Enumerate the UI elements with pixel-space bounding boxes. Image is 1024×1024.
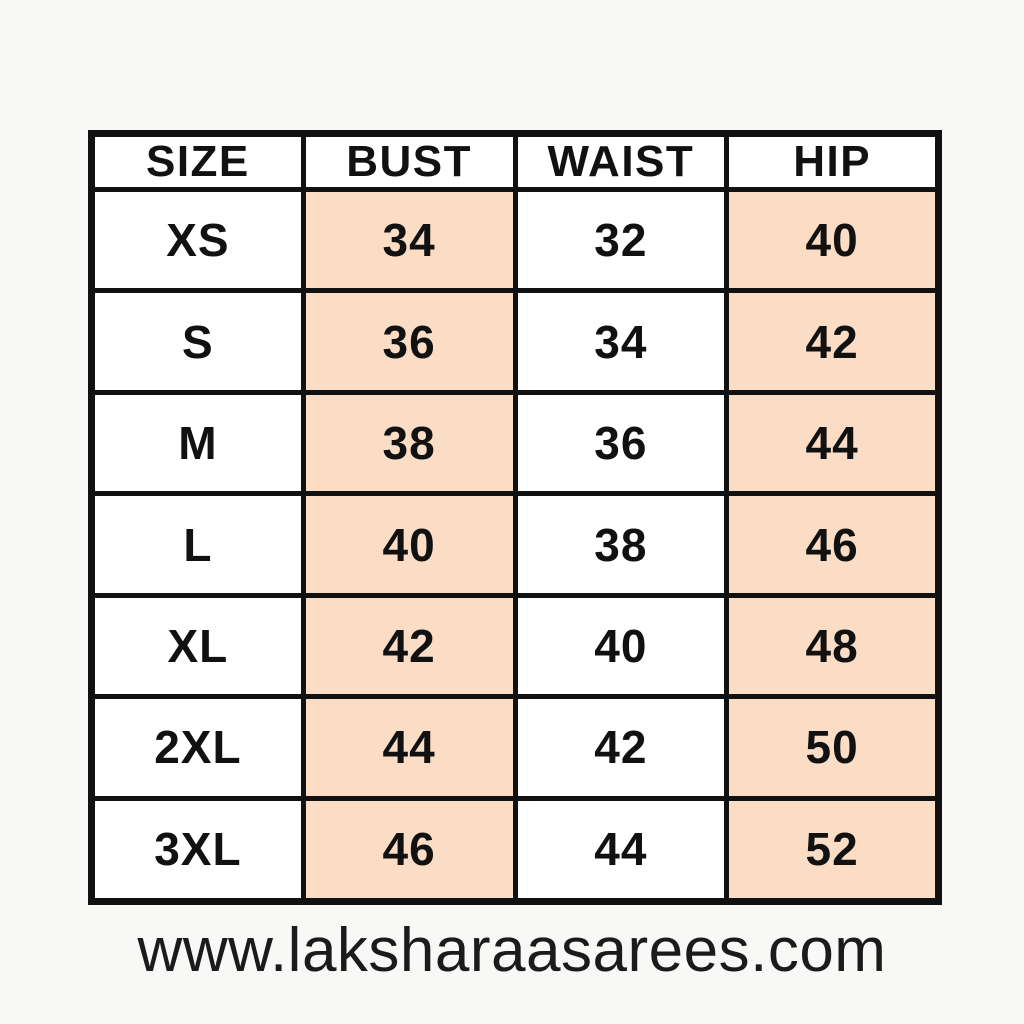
bust-cell: 38 (300, 389, 518, 497)
bust-cell: 34 (300, 186, 518, 294)
waist-cell: 36 (512, 389, 730, 497)
table-row-xl: XL 42 40 48 (89, 592, 941, 700)
bust-cell: 36 (300, 288, 518, 395)
hip-cell: 52 (724, 795, 941, 905)
bust-cell: 40 (300, 491, 518, 598)
size-cell: M (89, 389, 306, 497)
size-cell: S (89, 288, 306, 395)
col-header-size: SIZE (89, 131, 306, 192)
size-chart: SIZE BUST WAIST HIP XS 34 32 40 S 36 34 … (88, 130, 942, 905)
table-row-2xl: 2XL 44 42 50 (89, 694, 941, 801)
table-row-xs: XS 34 32 40 (89, 186, 941, 294)
website-url: www.laksharaasarees.com (137, 916, 887, 985)
size-cell: 3XL (89, 795, 306, 905)
waist-cell: 38 (512, 491, 730, 598)
table-row-3xl: 3XL 46 44 52 (89, 795, 941, 905)
waist-cell: 34 (512, 288, 730, 395)
hip-cell: 48 (724, 592, 941, 700)
waist-cell: 42 (512, 694, 730, 801)
table-row-m: M 38 36 44 (89, 389, 941, 497)
size-cell: XS (89, 186, 306, 294)
waist-cell: 40 (512, 592, 730, 700)
header-row: SIZE BUST WAIST HIP (89, 131, 941, 192)
bust-cell: 44 (300, 694, 518, 801)
table-row-l: L 40 38 46 (89, 491, 941, 598)
table-row-s: S 36 34 42 (89, 288, 941, 395)
col-header-hip: HIP (724, 131, 941, 192)
size-cell: XL (89, 592, 306, 700)
hip-cell: 50 (724, 694, 941, 801)
waist-cell: 32 (512, 186, 730, 294)
size-chart-table: SIZE BUST WAIST HIP XS 34 32 40 S 36 34 … (88, 130, 942, 905)
hip-cell: 44 (724, 389, 941, 497)
col-header-bust: BUST (300, 131, 518, 192)
waist-cell: 44 (512, 795, 730, 905)
size-cell: L (89, 491, 306, 598)
bust-cell: 46 (300, 795, 518, 905)
hip-cell: 42 (724, 288, 941, 395)
size-cell: 2XL (89, 694, 306, 801)
col-header-waist: WAIST (512, 131, 730, 192)
bust-cell: 42 (300, 592, 518, 700)
hip-cell: 46 (724, 491, 941, 598)
hip-cell: 40 (724, 186, 941, 294)
